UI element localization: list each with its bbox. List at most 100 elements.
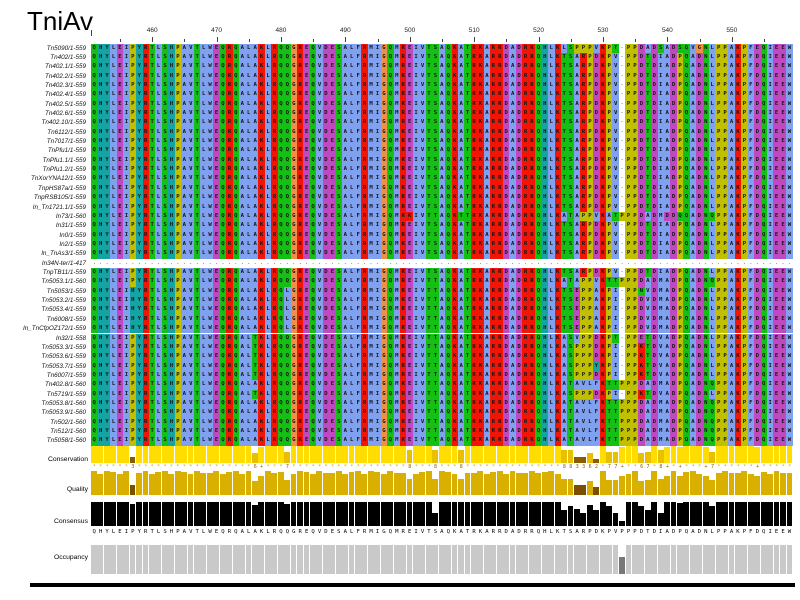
residue-cell[interactable]: V <box>316 268 323 278</box>
residue-cell[interactable]: E <box>573 286 581 297</box>
residue-cell[interactable]: V <box>316 90 323 100</box>
residue-cell[interactable]: M <box>367 174 375 184</box>
residue-cell[interactable]: P <box>741 408 748 418</box>
residue-cell[interactable]: K <box>734 352 742 362</box>
residue-cell[interactable]: P <box>606 174 613 184</box>
residue-cell[interactable]: K <box>734 249 742 259</box>
residue-cell[interactable]: P <box>174 239 182 250</box>
residue-cell[interactable]: P <box>721 249 729 259</box>
residue-cell[interactable]: Y <box>103 268 111 278</box>
residue-cell[interactable]: Q <box>309 380 317 390</box>
residue-cell[interactable]: Y <box>103 62 111 72</box>
residue-cell[interactable]: I <box>766 193 774 203</box>
residue-cell[interactable]: A <box>251 108 259 119</box>
residue-cell[interactable]: Q <box>309 230 317 240</box>
residue-cell[interactable]: H <box>168 99 175 109</box>
residue-cell[interactable]: E <box>116 352 124 362</box>
residue-cell[interactable]: L <box>155 352 162 362</box>
residue-cell[interactable]: T <box>464 333 471 343</box>
residue-cell[interactable]: M <box>393 268 400 278</box>
residue-cell[interactable]: D <box>696 118 703 128</box>
residue-cell[interactable]: P <box>129 183 137 194</box>
conservation-bar[interactable] <box>329 446 336 463</box>
conservation-bar[interactable] <box>380 446 387 463</box>
residue-cell[interactable]: D <box>515 174 523 184</box>
residue-cell[interactable]: Q <box>232 90 240 100</box>
conservation-bar[interactable] <box>458 450 464 463</box>
residue-cell[interactable]: A <box>342 62 349 72</box>
residue-cell[interactable]: . <box>387 258 394 268</box>
residue-cell[interactable]: E <box>779 221 787 231</box>
residue-cell[interactable]: R <box>400 277 407 287</box>
residue-cell[interactable]: S <box>161 286 169 297</box>
residue-cell[interactable]: D <box>322 324 330 334</box>
residue-cell[interactable]: D <box>638 146 645 156</box>
residue-cell[interactable]: R <box>470 417 478 428</box>
residue-cell[interactable]: H <box>541 146 549 156</box>
residue-cell[interactable]: Q <box>91 286 98 297</box>
residue-cell[interactable]: R <box>297 296 304 306</box>
residue-cell[interactable]: L <box>245 155 252 166</box>
residue-cell[interactable]: T <box>644 52 652 63</box>
residue-cell[interactable]: N <box>702 230 709 240</box>
conservation-bar[interactable] <box>567 450 574 463</box>
residue-cell[interactable]: G <box>290 398 297 409</box>
residue-cell[interactable]: T <box>148 52 156 63</box>
residue-cell[interactable]: Q <box>683 286 690 297</box>
residue-cell[interactable]: I <box>374 90 381 100</box>
residue-cell[interactable]: M <box>393 380 400 390</box>
residue-cell[interactable]: Q <box>277 296 285 306</box>
residue-cell[interactable]: R <box>528 436 536 446</box>
residue-cell[interactable]: I <box>374 52 381 63</box>
residue-cell[interactable]: L <box>548 370 555 381</box>
residue-cell[interactable]: L <box>110 361 117 371</box>
residue-cell[interactable]: I <box>412 99 420 109</box>
residue-cell[interactable]: L <box>709 155 716 166</box>
conservation-bar[interactable] <box>451 446 458 463</box>
residue-cell[interactable]: K <box>451 408 458 418</box>
residue-cell[interactable]: W <box>206 155 214 166</box>
sequence-id[interactable]: In2/1-559 <box>59 240 86 248</box>
residue-cell[interactable]: S <box>335 370 343 381</box>
residue-cell[interactable]: E <box>779 370 787 381</box>
residue-cell[interactable]: R <box>400 314 407 325</box>
sequence-id[interactable]: Tn5053.8/1-560 <box>41 399 86 407</box>
residue-cell[interactable]: R <box>142 174 149 184</box>
residue-cell[interactable]: I <box>374 71 381 81</box>
residue-cell[interactable]: A <box>251 398 259 409</box>
residue-cell[interactable]: Q <box>91 165 98 175</box>
residue-cell[interactable]: E <box>303 174 310 184</box>
sequence-id[interactable]: In0/1-559 <box>59 231 86 239</box>
residue-cell[interactable]: Q <box>219 118 227 128</box>
residue-cell[interactable]: T <box>464 137 471 147</box>
residue-cell[interactable]: K <box>554 174 561 184</box>
residue-cell[interactable]: D <box>322 193 330 203</box>
residue-cell[interactable]: V <box>187 352 194 362</box>
residue-cell[interactable]: T <box>560 99 568 109</box>
residue-cell[interactable]: T <box>464 165 471 175</box>
residue-cell[interactable]: E <box>213 268 220 278</box>
residue-cell[interactable]: L <box>348 305 355 315</box>
residue-cell[interactable]: . <box>754 258 761 268</box>
residue-cell[interactable]: A <box>663 230 671 240</box>
residue-cell[interactable]: M <box>657 398 664 409</box>
residue-cell[interactable]: A <box>457 427 465 437</box>
residue-cell[interactable]: A <box>663 398 671 409</box>
residue-cell[interactable]: M <box>367 296 375 306</box>
residue-cell[interactable]: A <box>573 118 581 128</box>
residue-cell[interactable]: D <box>593 183 600 194</box>
residue-cell[interactable]: P <box>741 221 748 231</box>
residue-cell[interactable]: I <box>412 352 420 362</box>
residue-cell[interactable]: H <box>97 193 104 203</box>
residue-cell[interactable]: L <box>155 324 162 334</box>
residue-cell[interactable]: S <box>335 230 343 240</box>
residue-cell[interactable]: I <box>412 62 420 72</box>
residue-cell[interactable]: T <box>148 183 156 194</box>
residue-cell[interactable]: P <box>715 286 722 297</box>
residue-cell[interactable]: R <box>142 286 149 297</box>
residue-cell[interactable]: F <box>354 99 362 109</box>
residue-cell[interactable]: E <box>213 52 220 63</box>
residue-cell[interactable]: I <box>657 183 664 194</box>
